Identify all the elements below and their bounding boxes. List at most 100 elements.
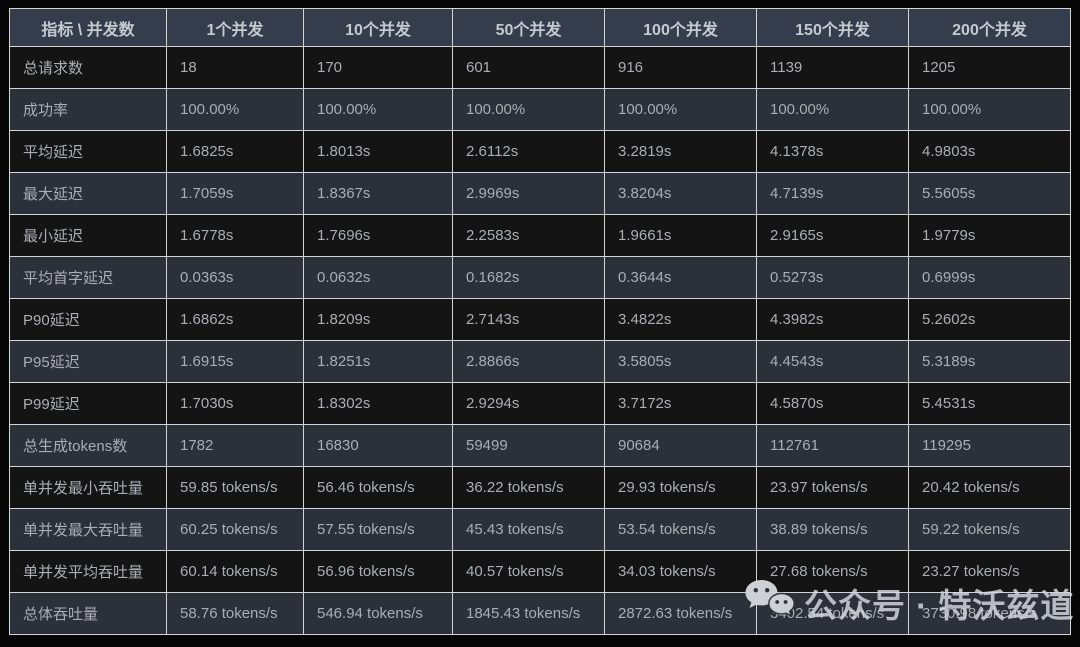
table-cell: 3.5805s (604, 340, 757, 383)
table-row-per-concurrency-min-throughput: 单并发最小吞吐量 59.85 tokens/s 56.46 tokens/s 3… (9, 466, 1071, 509)
table-cell: 1.9779s (908, 214, 1071, 257)
row-label: 总体吞吐量 (9, 592, 167, 635)
row-label: 平均首字延迟 (9, 256, 167, 299)
table-cell: 38.89 tokens/s (756, 508, 909, 551)
table-cell: 1.8302s (303, 382, 453, 425)
table-cell: 58.76 tokens/s (166, 592, 304, 635)
table-cell: 2872.63 tokens/s (604, 592, 757, 635)
table-cell: 29.93 tokens/s (604, 466, 757, 509)
table-cell: 1845.43 tokens/s (452, 592, 605, 635)
table-cell: 1.6825s (166, 130, 304, 173)
table-cell: 27.68 tokens/s (756, 550, 909, 593)
table-cell: 56.96 tokens/s (303, 550, 453, 593)
table-cell: 20.42 tokens/s (908, 466, 1071, 509)
column-header-1-concurrency: 1个并发 (166, 8, 304, 47)
table-cell: 2.9969s (452, 172, 605, 215)
table-cell: 0.1682s (452, 256, 605, 299)
table-cell: 1782 (166, 424, 304, 467)
table-row-per-concurrency-max-throughput: 单并发最大吞吐量 60.25 tokens/s 57.55 tokens/s 4… (9, 508, 1071, 551)
row-label: 单并发平均吞吐量 (9, 550, 167, 593)
table-cell: 3.2819s (604, 130, 757, 173)
table-row-max-latency: 最大延迟 1.7059s 1.8367s 2.9969s 3.8204s 4.7… (9, 172, 1071, 215)
row-label: P99延迟 (9, 382, 167, 425)
table-cell: 601 (452, 46, 605, 89)
benchmark-table: 指标 \ 并发数 1个并发 10个并发 50个并发 100个并发 150个并发 … (9, 8, 1071, 635)
table-cell: 0.3644s (604, 256, 757, 299)
table-cell: 57.55 tokens/s (303, 508, 453, 551)
table-row-avg-first-token-latency: 平均首字延迟 0.0363s 0.0632s 0.1682s 0.3644s 0… (9, 256, 1071, 299)
table-cell: 1.8013s (303, 130, 453, 173)
table-cell: 45.43 tokens/s (452, 508, 605, 551)
table-cell: 3402.54 tokens/s (756, 592, 909, 635)
table-row-p99-latency: P99延迟 1.7030s 1.8302s 2.9294s 3.7172s 4.… (9, 382, 1071, 425)
table-cell: 34.03 tokens/s (604, 550, 757, 593)
table-cell: 2.2583s (452, 214, 605, 257)
table-cell: 16830 (303, 424, 453, 467)
table-cell: 60.25 tokens/s (166, 508, 304, 551)
table-cell: 546.94 tokens/s (303, 592, 453, 635)
column-header-10-concurrency: 10个并发 (303, 8, 453, 47)
table-row-per-concurrency-avg-throughput: 单并发平均吞吐量 60.14 tokens/s 56.96 tokens/s 4… (9, 550, 1071, 593)
table-cell: 2.6112s (452, 130, 605, 173)
table-cell: 0.6999s (908, 256, 1071, 299)
table-cell: 4.4543s (756, 340, 909, 383)
table-cell: 2.8866s (452, 340, 605, 383)
row-label: 平均延迟 (9, 130, 167, 173)
row-label: P95延迟 (9, 340, 167, 383)
table-cell: 3730.98 tokens/s (908, 592, 1071, 635)
table-cell: 5.4531s (908, 382, 1071, 425)
table-cell: 3.7172s (604, 382, 757, 425)
table-cell: 1.9661s (604, 214, 757, 257)
table-cell: 1.7696s (303, 214, 453, 257)
table-cell: 4.9803s (908, 130, 1071, 173)
table-cell: 90684 (604, 424, 757, 467)
row-label: 成功率 (9, 88, 167, 131)
table-cell: 5.5605s (908, 172, 1071, 215)
table-cell: 2.9165s (756, 214, 909, 257)
table-cell: 1139 (756, 46, 909, 89)
table-cell: 56.46 tokens/s (303, 466, 453, 509)
table-cell: 23.27 tokens/s (908, 550, 1071, 593)
table-cell: 23.97 tokens/s (756, 466, 909, 509)
table-cell: 1.6862s (166, 298, 304, 341)
table-cell: 3.8204s (604, 172, 757, 215)
column-header-50-concurrency: 50个并发 (452, 8, 605, 47)
table-cell: 100.00% (604, 88, 757, 131)
column-header-150-concurrency: 150个并发 (756, 8, 909, 47)
table-cell: 40.57 tokens/s (452, 550, 605, 593)
table-row-min-latency: 最小延迟 1.6778s 1.7696s 2.2583s 1.9661s 2.9… (9, 214, 1071, 257)
table-cell: 2.7143s (452, 298, 605, 341)
table-cell: 59499 (452, 424, 605, 467)
table-cell: 2.9294s (452, 382, 605, 425)
table-cell: 4.5870s (756, 382, 909, 425)
table-cell: 100.00% (756, 88, 909, 131)
row-label: 单并发最大吞吐量 (9, 508, 167, 551)
table-cell: 4.3982s (756, 298, 909, 341)
table-cell: 1.6778s (166, 214, 304, 257)
table-cell: 100.00% (166, 88, 304, 131)
table-cell: 59.22 tokens/s (908, 508, 1071, 551)
table-row-p95-latency: P95延迟 1.6915s 1.8251s 2.8866s 3.5805s 4.… (9, 340, 1071, 383)
table-cell: 170 (303, 46, 453, 89)
table-cell: 36.22 tokens/s (452, 466, 605, 509)
table-cell: 112761 (756, 424, 909, 467)
table-cell: 18 (166, 46, 304, 89)
table-cell: 0.5273s (756, 256, 909, 299)
table-row-overall-throughput: 总体吞吐量 58.76 tokens/s 546.94 tokens/s 184… (9, 592, 1071, 635)
table-cell: 100.00% (303, 88, 453, 131)
table-cell: 5.3189s (908, 340, 1071, 383)
table-row-success-rate: 成功率 100.00% 100.00% 100.00% 100.00% 100.… (9, 88, 1071, 131)
table-cell: 100.00% (452, 88, 605, 131)
table-cell: 1205 (908, 46, 1071, 89)
table-cell: 119295 (908, 424, 1071, 467)
table-cell: 4.1378s (756, 130, 909, 173)
table-row-total-generated-tokens: 总生成tokens数 1782 16830 59499 90684 112761… (9, 424, 1071, 467)
table-cell: 59.85 tokens/s (166, 466, 304, 509)
table-row-p90-latency: P90延迟 1.6862s 1.8209s 2.7143s 3.4822s 4.… (9, 298, 1071, 341)
row-label: 单并发最小吞吐量 (9, 466, 167, 509)
table-cell: 916 (604, 46, 757, 89)
column-header-100-concurrency: 100个并发 (604, 8, 757, 47)
table-cell: 5.2602s (908, 298, 1071, 341)
table-row-avg-latency: 平均延迟 1.6825s 1.8013s 2.6112s 3.2819s 4.1… (9, 130, 1071, 173)
